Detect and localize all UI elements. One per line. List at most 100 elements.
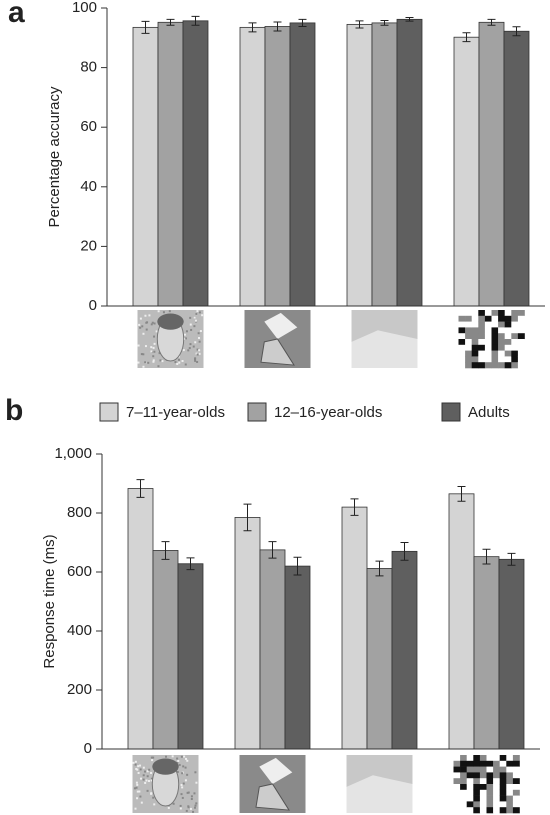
cell xyxy=(498,344,505,351)
noise xyxy=(144,314,147,317)
noise xyxy=(194,804,197,807)
noise xyxy=(138,323,141,326)
cell xyxy=(493,766,500,773)
cell xyxy=(458,362,466,369)
bar xyxy=(498,558,525,750)
noise xyxy=(180,793,183,796)
noise xyxy=(196,310,199,313)
noise xyxy=(133,787,136,790)
noise xyxy=(178,763,181,766)
noise xyxy=(189,323,192,326)
cell xyxy=(506,784,514,791)
error-bar xyxy=(487,18,496,26)
cell xyxy=(478,344,486,351)
noise xyxy=(142,353,145,356)
noise xyxy=(198,311,201,314)
noise xyxy=(186,791,189,794)
noise xyxy=(188,347,191,350)
noise xyxy=(157,365,160,368)
noise xyxy=(179,804,182,807)
noise xyxy=(167,806,170,809)
bar xyxy=(234,517,261,750)
y-tick-label: 0 xyxy=(89,297,97,314)
category-image xyxy=(346,755,413,813)
cell xyxy=(512,755,520,762)
noise xyxy=(183,755,186,758)
noise xyxy=(198,349,201,352)
cell xyxy=(465,339,472,346)
y-tick-label: 60 xyxy=(80,118,97,135)
noise xyxy=(182,349,185,352)
cell xyxy=(453,795,461,802)
noise xyxy=(176,362,179,365)
cell xyxy=(511,310,519,317)
noise xyxy=(161,360,164,363)
noise xyxy=(184,766,187,769)
noise xyxy=(194,319,197,322)
noise xyxy=(180,783,183,786)
noise xyxy=(148,768,151,771)
cell xyxy=(479,766,487,773)
bar xyxy=(473,556,500,750)
cell xyxy=(504,344,512,351)
noise xyxy=(186,773,189,776)
cell xyxy=(484,344,492,351)
object xyxy=(259,757,293,784)
error-bar xyxy=(243,503,252,532)
noise xyxy=(181,796,184,799)
cell xyxy=(511,315,519,322)
noise xyxy=(140,353,143,356)
error-bar xyxy=(293,556,302,576)
cell xyxy=(471,315,479,322)
cell xyxy=(486,755,494,762)
cell xyxy=(499,755,507,762)
cell xyxy=(458,327,466,334)
dune xyxy=(346,775,413,813)
noise xyxy=(141,325,144,328)
noise xyxy=(190,795,193,798)
noise xyxy=(195,802,198,805)
cell xyxy=(460,755,467,762)
bar xyxy=(371,22,398,307)
cell xyxy=(512,766,520,773)
noise xyxy=(162,311,165,314)
noise xyxy=(137,344,140,347)
noise xyxy=(158,352,161,355)
noise xyxy=(148,314,151,317)
cell xyxy=(491,339,499,346)
cell xyxy=(458,356,466,363)
noise xyxy=(189,316,192,319)
cell xyxy=(484,350,492,357)
noise xyxy=(190,798,193,801)
noise xyxy=(198,352,201,355)
legend-swatch xyxy=(99,402,119,422)
noise xyxy=(139,795,142,798)
noise xyxy=(181,360,184,363)
cell xyxy=(499,772,507,779)
noise xyxy=(132,761,135,764)
error-bar xyxy=(191,15,200,26)
cell xyxy=(493,760,500,767)
y-tick-label: 100 xyxy=(72,0,97,16)
cell xyxy=(517,321,525,328)
noise xyxy=(181,786,184,789)
noise xyxy=(157,310,160,313)
cell xyxy=(479,807,487,814)
cell xyxy=(479,801,487,808)
cell xyxy=(478,362,486,369)
error-bar xyxy=(380,20,389,26)
noise xyxy=(152,756,155,759)
error-bar xyxy=(186,557,195,571)
noise xyxy=(174,361,177,364)
noise xyxy=(144,770,147,773)
noise xyxy=(142,778,145,781)
hair xyxy=(152,758,179,775)
cell xyxy=(511,344,519,351)
noise xyxy=(198,340,201,343)
bar xyxy=(264,26,291,307)
cell xyxy=(479,789,487,796)
object xyxy=(264,312,298,339)
cell xyxy=(479,755,487,762)
cell xyxy=(504,350,512,357)
cell xyxy=(512,778,520,785)
